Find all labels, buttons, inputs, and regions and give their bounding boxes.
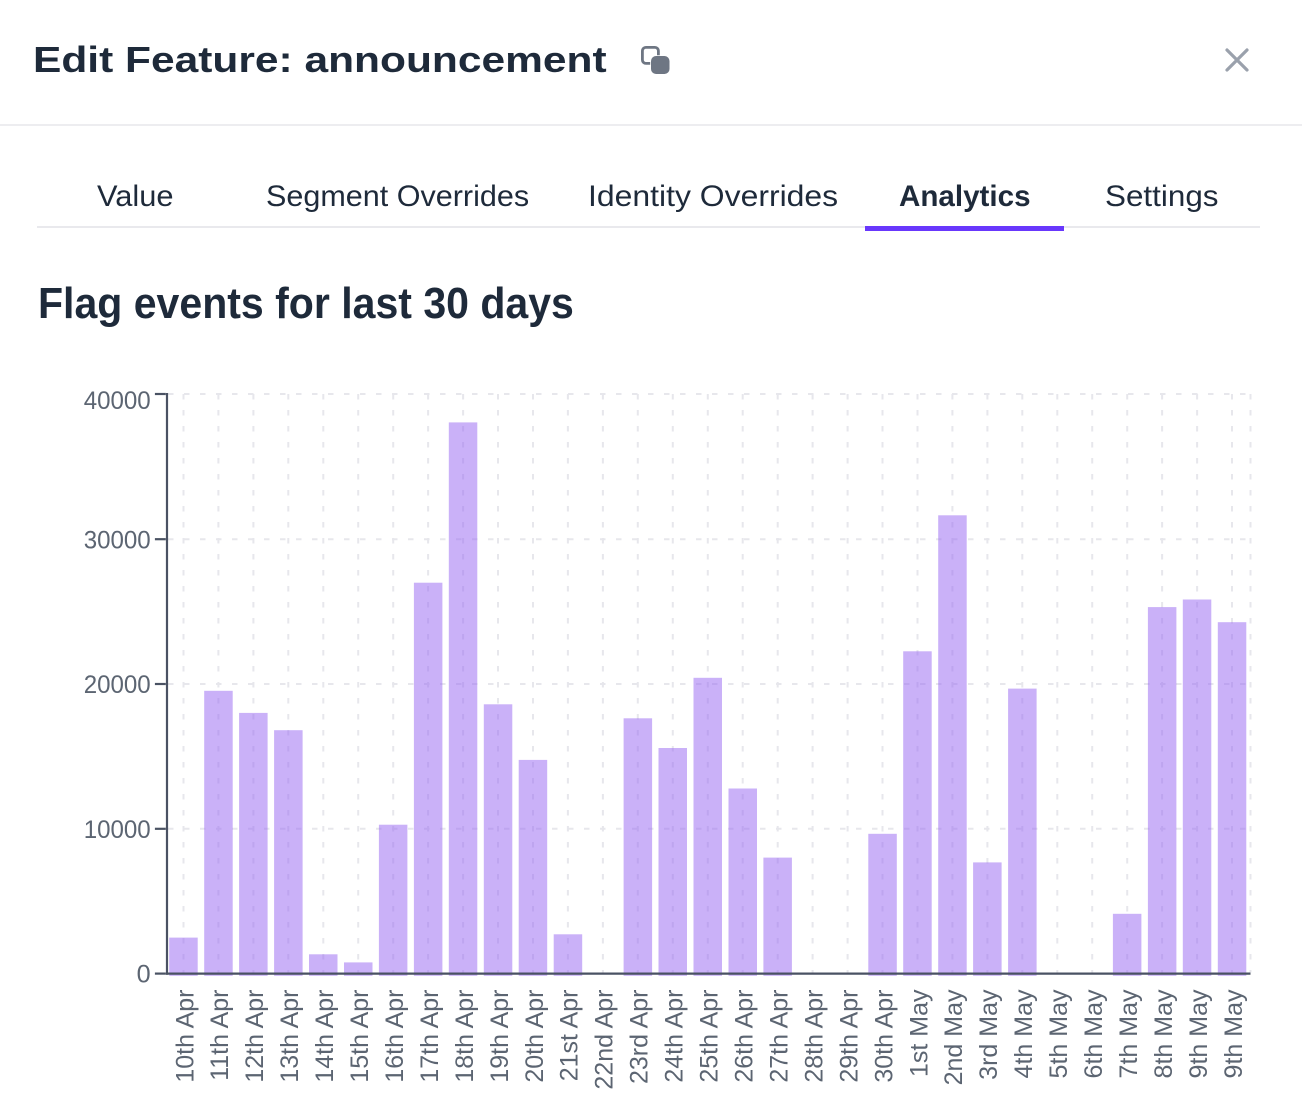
svg-text:17th Apr: 17th Apr	[416, 990, 444, 1083]
svg-text:28th Apr: 28th Apr	[800, 990, 828, 1083]
svg-text:30th Apr: 30th Apr	[870, 990, 898, 1083]
svg-text:19th Apr: 19th Apr	[486, 990, 514, 1083]
svg-text:3rd May: 3rd May	[975, 989, 1003, 1080]
svg-text:9th May: 9th May	[1220, 989, 1248, 1078]
svg-text:9th May: 9th May	[1185, 989, 1213, 1078]
svg-text:11th Apr: 11th Apr	[206, 990, 234, 1081]
svg-text:40000: 40000	[84, 387, 151, 415]
svg-text:5th May: 5th May	[1045, 989, 1073, 1078]
svg-text:4th May: 4th May	[1010, 989, 1038, 1078]
svg-text:25th Apr: 25th Apr	[696, 990, 724, 1083]
svg-text:27th Apr: 27th Apr	[766, 990, 794, 1083]
svg-text:20000: 20000	[84, 671, 151, 699]
svg-text:6th May: 6th May	[1080, 989, 1108, 1078]
svg-text:14th Apr: 14th Apr	[311, 990, 339, 1083]
svg-text:15th Apr: 15th Apr	[346, 990, 374, 1083]
svg-text:24th Apr: 24th Apr	[661, 990, 689, 1083]
svg-text:10th Apr: 10th Apr	[171, 990, 199, 1083]
svg-text:8th May: 8th May	[1150, 989, 1178, 1078]
svg-text:22nd Apr: 22nd Apr	[591, 990, 619, 1090]
svg-text:18th Apr: 18th Apr	[451, 990, 479, 1083]
svg-text:13th Apr: 13th Apr	[276, 990, 304, 1083]
svg-text:12th Apr: 12th Apr	[241, 990, 269, 1083]
svg-text:30000: 30000	[84, 526, 151, 554]
svg-text:29th Apr: 29th Apr	[835, 990, 863, 1083]
svg-text:20th Apr: 20th Apr	[521, 990, 549, 1083]
svg-text:10000: 10000	[84, 816, 151, 844]
svg-text:0: 0	[137, 961, 151, 989]
svg-text:16th Apr: 16th Apr	[381, 990, 409, 1083]
svg-text:23rd Apr: 23rd Apr	[626, 990, 654, 1085]
svg-text:1st May: 1st May	[905, 989, 933, 1077]
svg-text:7th May: 7th May	[1115, 989, 1143, 1078]
svg-text:2nd May: 2nd May	[940, 989, 968, 1085]
svg-text:21st Apr: 21st Apr	[556, 990, 584, 1082]
svg-text:26th Apr: 26th Apr	[731, 990, 759, 1083]
